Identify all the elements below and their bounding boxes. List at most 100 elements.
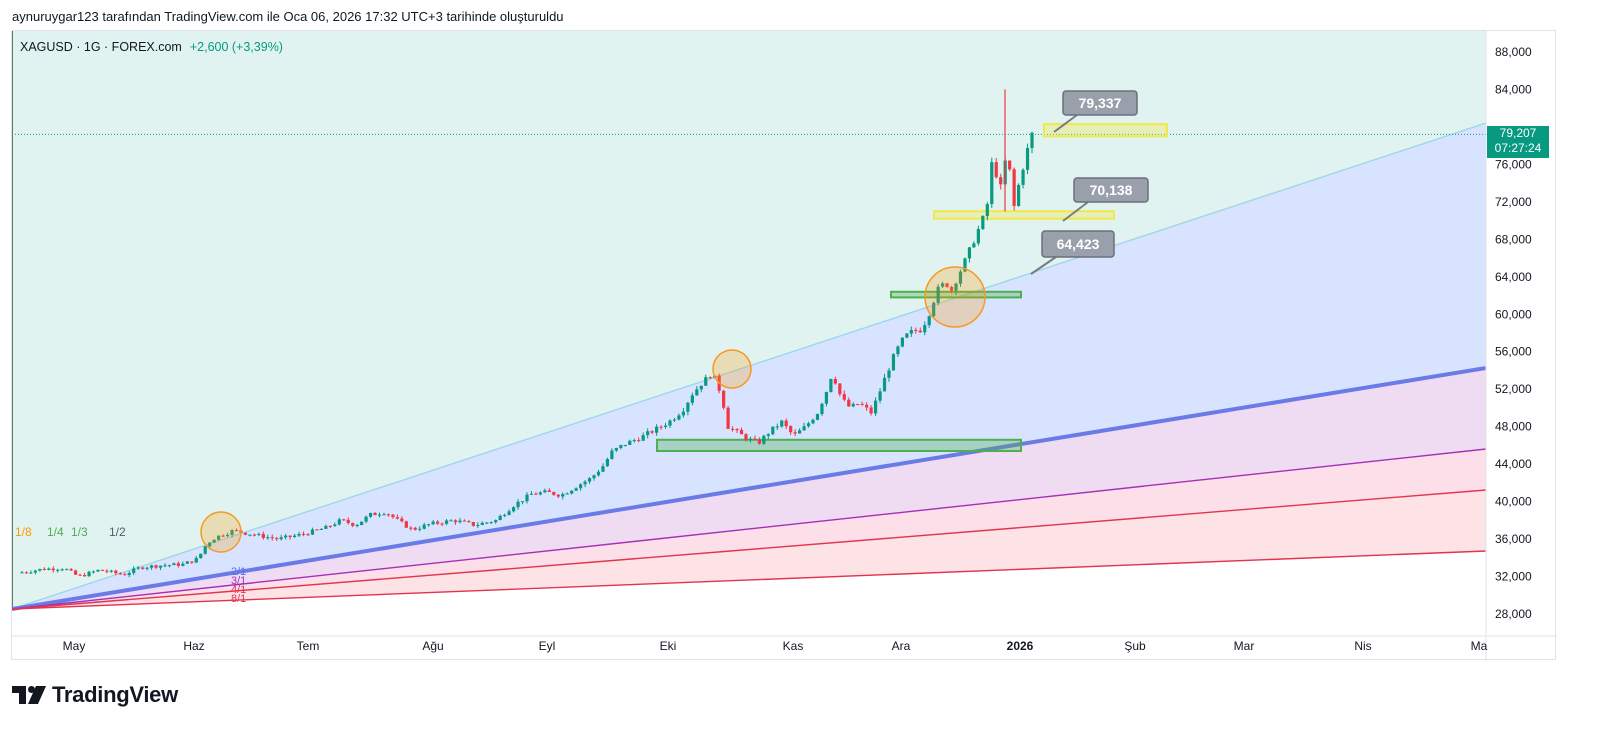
candle-up	[954, 283, 958, 291]
candle-up	[614, 447, 618, 451]
candle-up	[896, 346, 900, 355]
candle-up	[149, 565, 154, 568]
candle-down	[735, 429, 739, 431]
candle-up	[972, 243, 976, 248]
candle-down	[123, 574, 127, 576]
candle-down	[306, 534, 310, 536]
candle-down	[739, 429, 744, 435]
callout-box	[1062, 90, 1138, 116]
time-tick-label: May	[63, 639, 86, 653]
candle-up	[990, 162, 994, 205]
fan-label: 1/8	[15, 525, 32, 539]
candle-up	[887, 370, 891, 378]
candle-up	[538, 492, 542, 495]
candle-down	[708, 377, 712, 379]
candle-up	[909, 329, 913, 334]
chart-canvas[interactable]: 79,337 70,138 64,423 1/8 1/4 1/3 1/2 2/13/14/1…	[12, 31, 1557, 661]
candle-up	[565, 493, 569, 495]
time-tick-label: Ma	[1471, 639, 1488, 653]
fan-line	[12, 448, 1486, 610]
bar-countdown: 07:27:24	[1494, 141, 1542, 155]
highlight-circle	[712, 349, 752, 389]
candle-up	[579, 484, 583, 489]
candle-down	[404, 521, 408, 528]
candle-up	[941, 283, 945, 287]
chart-frame[interactable]: 79,337 70,138 64,423 1/8 1/4 1/3 1/2 2/1 3/1 4/1…	[11, 30, 1557, 661]
callout-box	[1041, 230, 1115, 258]
price-tick-label: 84,000	[1495, 82, 1532, 96]
tradingview-wordmark: TradingView	[52, 682, 178, 707]
price-tick-label: 76,000	[1495, 157, 1532, 171]
candle-up	[208, 542, 212, 547]
candle-down	[842, 394, 846, 400]
candle-up	[292, 535, 297, 537]
candle-up	[905, 333, 909, 338]
tradingview-logo[interactable]: TradingView	[12, 682, 178, 708]
candle-down	[860, 404, 864, 406]
candle-up	[360, 521, 364, 526]
candle-down	[275, 538, 279, 540]
candle-up	[427, 524, 431, 526]
candle-up	[981, 216, 985, 230]
candle-down	[833, 378, 837, 384]
candle-up	[333, 524, 337, 527]
candle-down	[141, 567, 145, 569]
candle-up	[476, 524, 480, 526]
time-tick-label: Eyl	[539, 639, 556, 653]
candle-down	[1008, 160, 1012, 170]
candle-up	[480, 522, 484, 525]
price-tick-label: 68,000	[1495, 232, 1532, 246]
candle-up	[762, 435, 766, 444]
candle-up	[815, 414, 820, 420]
candle-down	[413, 527, 417, 530]
candle-down	[637, 440, 641, 442]
candle-up	[690, 395, 694, 403]
price-tick-label: 52,000	[1495, 382, 1532, 396]
candle-up	[967, 247, 972, 259]
candle-down	[914, 329, 918, 331]
fan-label: 3/1	[231, 575, 246, 587]
candle-up	[87, 571, 91, 577]
candle-up	[851, 404, 855, 407]
time-tick-label: Haz	[183, 639, 204, 653]
candle-up	[38, 568, 42, 571]
candle-up	[686, 402, 690, 412]
candle-down	[409, 527, 413, 529]
time-tick-label: Tem	[297, 639, 320, 653]
candle-up	[1021, 169, 1025, 185]
candle-up	[185, 561, 189, 564]
candle-up	[498, 515, 502, 521]
symbol-label[interactable]: XAGUSD · 1G · FOREX.com	[20, 40, 182, 54]
time-axis[interactable]: May Haz Tem Ağu Eyl Eki Kas Ara 2026 Şub Mar Nis Ma	[63, 639, 1488, 653]
price-tick-label: 40,000	[1495, 495, 1532, 509]
candle-down	[994, 162, 998, 178]
candle-up	[900, 337, 904, 347]
change-label: +2,600 (+3,39%)	[189, 40, 283, 54]
candle-down	[221, 535, 225, 537]
candle-up	[319, 528, 324, 530]
candle-up	[248, 534, 252, 536]
price-tick-label: 88,000	[1495, 45, 1532, 59]
candle-down	[69, 569, 73, 571]
candle-up	[96, 569, 100, 572]
candle-up	[60, 569, 64, 571]
candle-down	[78, 574, 82, 576]
candle-up	[677, 415, 681, 420]
candle-down	[42, 568, 46, 570]
candle-up	[494, 520, 498, 523]
candle-up	[266, 537, 270, 539]
candle-up	[923, 325, 927, 333]
candle-up	[529, 493, 534, 495]
candle-up	[976, 229, 980, 244]
candle-up	[382, 514, 386, 516]
candle-up	[217, 535, 221, 540]
candle-up	[167, 565, 172, 567]
candle-down	[252, 534, 256, 536]
candle-up	[601, 466, 605, 472]
price-axis[interactable]: 88,000 84,000 76,000 72,000 68,000 64,000 60,0…	[1495, 45, 1532, 621]
candle-up	[798, 430, 802, 434]
candle-down	[288, 535, 292, 537]
fan-line	[12, 365, 1486, 611]
candle-down	[1012, 169, 1016, 206]
candle-up	[596, 471, 601, 476]
